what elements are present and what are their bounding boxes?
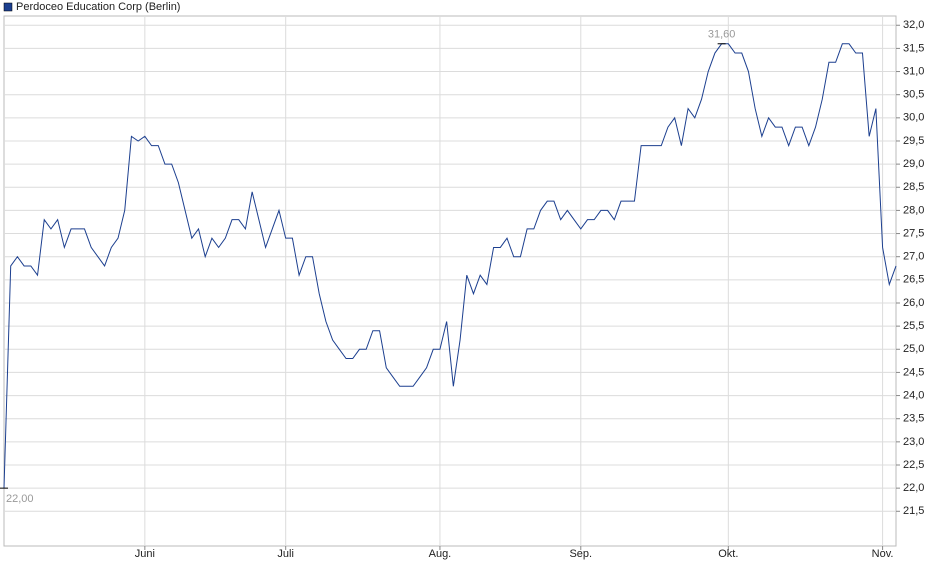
x-tick-label: Juli <box>277 548 294 560</box>
low-label: 22,00 <box>6 493 34 505</box>
y-tick-label: 30,5 <box>903 89 924 101</box>
y-tick-label: 30,0 <box>903 112 924 124</box>
price-line <box>3 43 897 489</box>
x-tick-label: Aug. <box>429 548 452 560</box>
y-tick-label: 27,0 <box>903 251 924 263</box>
y-tick-label: 28,5 <box>903 181 924 193</box>
y-tick-label: 31,5 <box>903 42 924 54</box>
y-tick-label: 27,5 <box>903 227 924 239</box>
y-tick-label: 26,5 <box>903 274 924 286</box>
y-tick-label: 22,0 <box>903 482 924 494</box>
y-tick-label: 23,0 <box>903 436 924 448</box>
x-tick-label: Nov. <box>872 548 894 560</box>
y-tick-label: 21,5 <box>903 505 924 517</box>
y-tick-label: 24,0 <box>903 389 924 401</box>
y-tick-label: 29,5 <box>903 135 924 147</box>
high-label: 31,60 <box>708 29 736 41</box>
y-tick-label: 31,0 <box>903 65 924 77</box>
legend-label: Perdoceo Education Corp (Berlin) <box>16 1 180 13</box>
y-tick-label: 24,5 <box>903 366 924 378</box>
plot-frame <box>3 15 897 547</box>
y-tick-label: 25,0 <box>903 343 924 355</box>
x-tick-label: Okt. <box>718 548 738 560</box>
y-tick-label: 22,5 <box>903 459 924 471</box>
y-tick-label: 29,0 <box>903 158 924 170</box>
y-tick-label: 26,0 <box>903 297 924 309</box>
y-tick-label: 28,0 <box>903 204 924 216</box>
x-tick-label: Sep. <box>569 548 592 560</box>
x-tick-label: Juni <box>135 548 155 560</box>
y-tick-label: 25,5 <box>903 320 924 332</box>
y-tick-label: 23,5 <box>903 413 924 425</box>
legend-swatch <box>3 2 13 12</box>
y-tick-label: 32,0 <box>903 19 924 31</box>
